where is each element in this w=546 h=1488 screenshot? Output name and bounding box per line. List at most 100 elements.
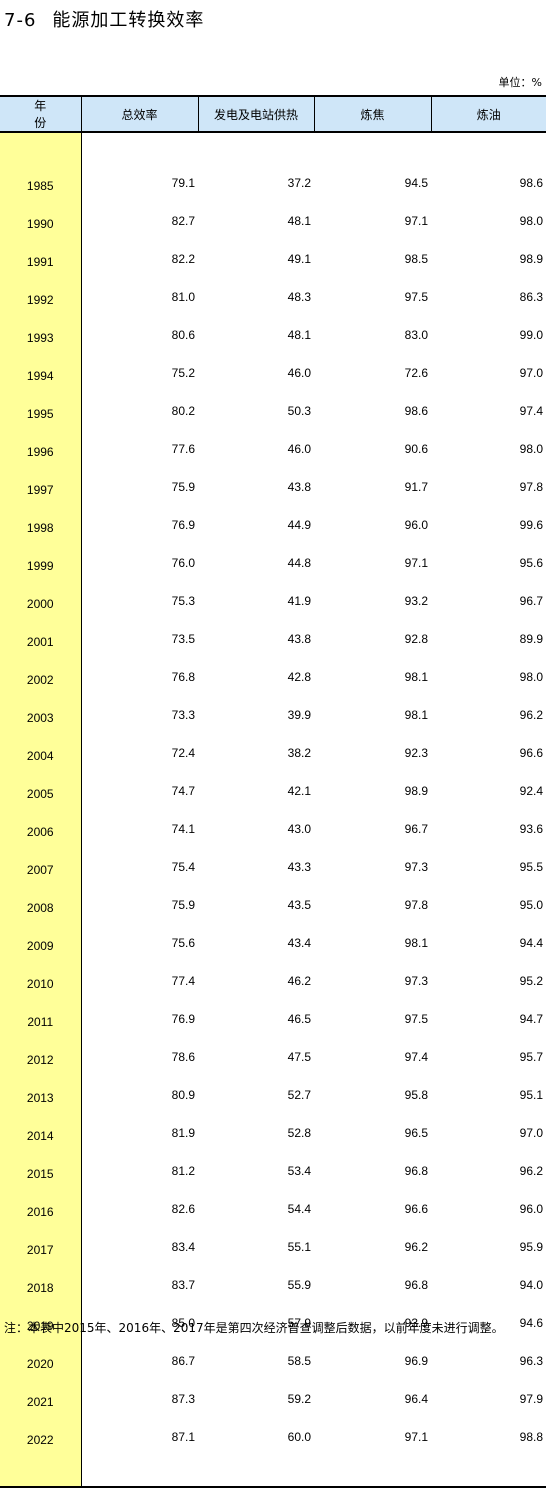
- power-heat-cell: 43.4: [287, 936, 311, 950]
- year-cell: 2006: [0, 810, 82, 848]
- refining-cell: 96.3: [519, 1354, 543, 1368]
- refining-cell: 98.9: [519, 252, 543, 266]
- total-efficiency-cell: 82.7: [171, 214, 195, 228]
- table-row: 1997 75.9 43.8 91.7 97.8: [0, 468, 546, 506]
- efficiency-table-container: 年 份 总效率 发电及电站供热 炼焦 炼油 1985 79.1 37.2 94.5 98…: [0, 95, 546, 1488]
- table-row: 2018 83.7 55.9 96.8 94.0: [0, 1266, 546, 1304]
- year-cell: 2002: [0, 658, 82, 696]
- table-body: 1985 79.1 37.2 94.5 98.6 1990 82.7 48.1 97.1 98.0…: [0, 132, 546, 1488]
- total-efficiency-cell: 87.1: [171, 1430, 195, 1444]
- refining-cell: 93.6: [519, 822, 543, 836]
- coking-cell: 97.1: [404, 1430, 428, 1444]
- year-cell: 1997: [0, 468, 82, 506]
- table-row: 1995 80.2 50.3 98.6 97.4: [0, 392, 546, 430]
- refining-cell: 98.6: [519, 176, 543, 190]
- coking-cell: 96.4: [404, 1392, 428, 1406]
- coking-cell: 97.1: [404, 214, 428, 228]
- table-row: 2005 74.7 42.1 98.9 92.4: [0, 772, 546, 810]
- total-efficiency-cell: 78.6: [171, 1050, 195, 1064]
- year-cell: 2016: [0, 1190, 82, 1228]
- power-heat-cell: 43.8: [287, 480, 311, 494]
- total-efficiency-cell: 80.2: [171, 404, 195, 418]
- power-heat-cell: 43.5: [287, 898, 311, 912]
- power-heat-cell: 43.8: [287, 632, 311, 646]
- power-heat-cell: 38.2: [287, 746, 311, 760]
- coking-cell: 97.8: [404, 898, 428, 912]
- table-row: 2017 83.4 55.1 96.2 95.9: [0, 1228, 546, 1266]
- total-efficiency-cell: 81.0: [171, 290, 195, 304]
- table-row: 2000 75.3 41.9 93.2 96.7: [0, 582, 546, 620]
- table-row: 2009 75.6 43.4 98.1 94.4: [0, 924, 546, 962]
- table-end-row: [0, 1456, 546, 1488]
- power-heat-cell: 48.3: [287, 290, 311, 304]
- table-row: 2007 75.4 43.3 97.3 95.5: [0, 848, 546, 886]
- power-heat-cell: 50.3: [287, 404, 311, 418]
- coking-cell: 96.6: [404, 1202, 428, 1216]
- power-heat-cell: 46.2: [287, 974, 311, 988]
- power-heat-cell: 44.9: [287, 518, 311, 532]
- page-title: 7-6 能源加工转换效率: [4, 6, 204, 32]
- total-efficiency-cell: 79.1: [171, 176, 195, 190]
- total-efficiency-cell: 83.7: [171, 1278, 195, 1292]
- refining-cell: 96.2: [519, 708, 543, 722]
- coking-cell: 96.5: [404, 1126, 428, 1140]
- table-row: 2012 78.6 47.5 97.4 95.7: [0, 1038, 546, 1076]
- year-cell: 2007: [0, 848, 82, 886]
- year-cell: 1993: [0, 316, 82, 354]
- power-heat-cell: 60.0: [287, 1430, 311, 1444]
- table-row: 2008 75.9 43.5 97.8 95.0: [0, 886, 546, 924]
- year-cell: 2015: [0, 1152, 82, 1190]
- table-row: 1991 82.2 49.1 98.5 98.9: [0, 240, 546, 278]
- coking-cell: 94.5: [404, 176, 428, 190]
- total-efficiency-cell: 80.6: [171, 328, 195, 342]
- table-row: 1999 76.0 44.8 97.1 95.6: [0, 544, 546, 582]
- refining-cell: 99.0: [519, 328, 543, 342]
- coking-cell: 90.6: [404, 442, 428, 456]
- year-cell: 1998: [0, 506, 82, 544]
- total-efficiency-cell: 81.2: [171, 1164, 195, 1178]
- year-cell: 2003: [0, 696, 82, 734]
- power-heat-cell: 57.9: [287, 1316, 311, 1330]
- coking-cell: 98.5: [404, 252, 428, 266]
- total-efficiency-cell: 73.5: [171, 632, 195, 646]
- year-cell: 1985: [0, 164, 82, 202]
- coking-cell: 91.7: [404, 480, 428, 494]
- total-efficiency-cell: 75.6: [171, 936, 195, 950]
- refining-cell: 98.0: [519, 442, 543, 456]
- refining-cell: 96.6: [519, 746, 543, 760]
- table-row: 2010 77.4 46.2 97.3 95.2: [0, 962, 546, 1000]
- year-cell: 2018: [0, 1266, 82, 1304]
- refining-cell: 95.6: [519, 556, 543, 570]
- column-header-year: 年 份: [0, 95, 81, 133]
- table-row: 2013 80.9 52.7 95.8 95.1: [0, 1076, 546, 1114]
- coking-cell: 97.1: [404, 556, 428, 570]
- year-cell: 2021: [0, 1380, 82, 1418]
- total-efficiency-cell: 75.4: [171, 860, 195, 874]
- refining-cell: 95.0: [519, 898, 543, 912]
- power-heat-cell: 44.8: [287, 556, 311, 570]
- coking-cell: 96.2: [404, 1240, 428, 1254]
- table-row: 1993 80.6 48.1 83.0 99.0: [0, 316, 546, 354]
- table-row: 2019 85.0 57.9 93.9 94.6: [0, 1304, 546, 1342]
- refining-cell: 95.2: [519, 974, 543, 988]
- year-cell: 1992: [0, 278, 82, 316]
- year-cell: 1994: [0, 354, 82, 392]
- refining-cell: 94.6: [519, 1316, 543, 1330]
- table-spacer-row: [0, 132, 546, 164]
- total-efficiency-cell: 74.1: [171, 822, 195, 836]
- power-heat-cell: 48.1: [287, 328, 311, 342]
- table-row: 2011 76.9 46.5 97.5 94.7: [0, 1000, 546, 1038]
- year-cell: 2005: [0, 772, 82, 810]
- power-heat-cell: 43.3: [287, 860, 311, 874]
- refining-cell: 86.3: [519, 290, 543, 304]
- column-header-refining: 炼油: [430, 95, 546, 133]
- refining-cell: 96.2: [519, 1164, 543, 1178]
- title-text: 能源加工转换效率: [52, 10, 205, 31]
- power-heat-cell: 46.0: [287, 442, 311, 456]
- power-heat-cell: 46.5: [287, 1012, 311, 1026]
- year-cell: 2011: [0, 1000, 82, 1038]
- table-row: 2016 82.6 54.4 96.6 96.0: [0, 1190, 546, 1228]
- year-cell: 1995: [0, 392, 82, 430]
- year-cell: 1999: [0, 544, 82, 582]
- table-row: 1992 81.0 48.3 97.5 86.3: [0, 278, 546, 316]
